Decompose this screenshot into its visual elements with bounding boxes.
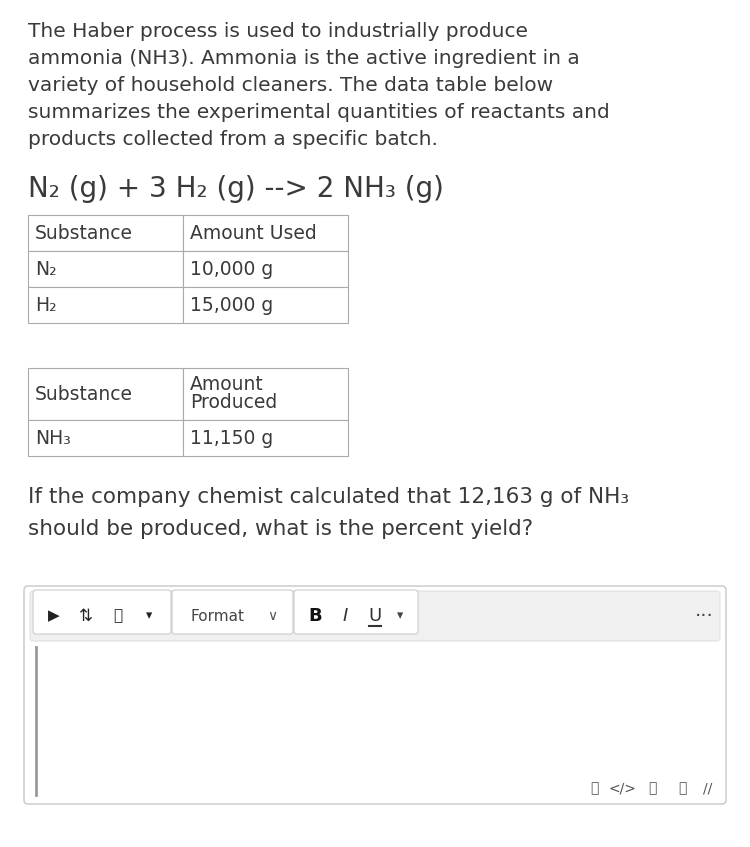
Text: Amount Used: Amount Used	[190, 224, 316, 242]
Text: ⇅: ⇅	[79, 607, 93, 625]
Bar	[183, 287, 348, 323]
Bar	[28, 251, 183, 287]
FancyBboxPatch shape	[33, 590, 171, 634]
Bar	[183, 215, 348, 251]
Text: //: //	[704, 781, 712, 795]
Text: B: B	[308, 607, 322, 625]
Bar	[183, 368, 348, 420]
Text: summarizes the experimental quantities of reactants and: summarizes the experimental quantities o…	[28, 103, 610, 122]
Text: Format: Format	[190, 608, 244, 623]
Text: The Haber process is used to industrially produce: The Haber process is used to industriall…	[28, 22, 528, 41]
Bar	[28, 215, 183, 251]
Text: NH₃: NH₃	[35, 429, 70, 447]
Text: ▶: ▶	[48, 608, 60, 623]
Text: Substance: Substance	[35, 385, 133, 403]
Text: ammonia (NH3). Ammonia is the active ingredient in a: ammonia (NH3). Ammonia is the active ing…	[28, 49, 580, 68]
Text: Produced: Produced	[190, 393, 278, 412]
Text: products collected from a specific batch.: products collected from a specific batch…	[28, 130, 438, 149]
Text: U: U	[368, 607, 382, 625]
Text: 🔍: 🔍	[648, 781, 656, 795]
Text: ∨: ∨	[267, 609, 277, 623]
Text: </>: </>	[608, 781, 636, 795]
Text: 💡: 💡	[590, 781, 598, 795]
Text: ▾: ▾	[397, 610, 404, 623]
Text: 15,000 g: 15,000 g	[190, 296, 273, 314]
Text: N₂: N₂	[35, 259, 57, 279]
FancyBboxPatch shape	[172, 590, 293, 634]
Bar	[183, 251, 348, 287]
Bar	[28, 368, 183, 420]
Text: Amount: Amount	[190, 375, 264, 394]
Text: If the company chemist calculated that 12,163 g of NH₃: If the company chemist calculated that 1…	[28, 487, 629, 507]
Bar	[183, 420, 348, 456]
Text: variety of household cleaners. The data table below: variety of household cleaners. The data …	[28, 76, 553, 95]
Bar	[28, 287, 183, 323]
Text: Substance: Substance	[35, 224, 133, 242]
Text: ⛶: ⛶	[678, 781, 686, 795]
Text: ···: ···	[694, 606, 713, 625]
Bar	[28, 420, 183, 456]
FancyBboxPatch shape	[24, 586, 726, 804]
Text: I: I	[342, 607, 347, 625]
Text: should be produced, what is the percent yield?: should be produced, what is the percent …	[28, 519, 533, 539]
Text: ▾: ▾	[146, 610, 152, 623]
FancyBboxPatch shape	[30, 591, 720, 641]
Text: N₂ (g) + 3 H₂ (g) --> 2 NH₃ (g): N₂ (g) + 3 H₂ (g) --> 2 NH₃ (g)	[28, 175, 444, 203]
Text: H₂: H₂	[35, 296, 57, 314]
FancyBboxPatch shape	[294, 590, 418, 634]
Text: 🔗: 🔗	[113, 608, 122, 623]
Text: 11,150 g: 11,150 g	[190, 429, 273, 447]
Text: 10,000 g: 10,000 g	[190, 259, 273, 279]
